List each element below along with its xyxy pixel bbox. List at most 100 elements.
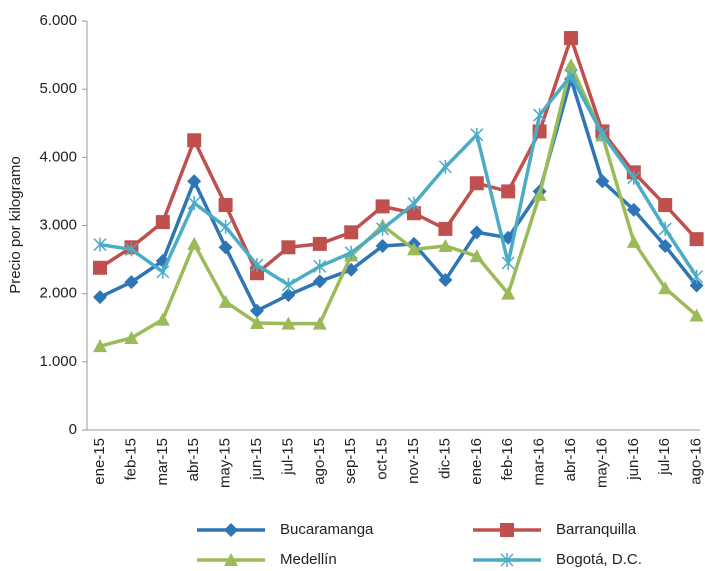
marker bbox=[689, 232, 704, 247]
marker bbox=[344, 245, 358, 260]
y-tick-label: 2.000 bbox=[39, 285, 77, 302]
marker bbox=[626, 202, 641, 217]
marker bbox=[250, 315, 264, 329]
marker bbox=[187, 174, 202, 189]
marker bbox=[438, 273, 453, 288]
marker bbox=[532, 187, 547, 201]
marker bbox=[218, 294, 233, 308]
x-tick-label: mar-15 bbox=[154, 438, 171, 486]
marker bbox=[564, 31, 578, 46]
marker bbox=[312, 236, 327, 251]
marker bbox=[658, 198, 673, 213]
y-axis-label: Precio por kilogramo bbox=[7, 156, 24, 294]
marker bbox=[626, 234, 641, 248]
y-tick-label: 5.000 bbox=[39, 80, 77, 97]
x-tick-label: may-16 bbox=[593, 438, 610, 488]
marker bbox=[312, 316, 327, 330]
marker bbox=[250, 303, 264, 318]
marker bbox=[93, 237, 107, 252]
marker bbox=[595, 127, 609, 142]
marker bbox=[533, 108, 547, 123]
marker bbox=[500, 553, 514, 567]
x-tick-label: dic-15 bbox=[436, 438, 453, 479]
marker bbox=[344, 225, 359, 240]
y-tick-label: 6.000 bbox=[39, 12, 77, 29]
marker bbox=[595, 174, 610, 189]
y-tick-label: 3.000 bbox=[39, 216, 77, 233]
marker bbox=[501, 286, 516, 300]
marker bbox=[224, 523, 238, 537]
legend-label: Bogotá, D.C. bbox=[556, 551, 642, 568]
series-line bbox=[99, 32, 698, 277]
x-tick-label: mar-16 bbox=[531, 438, 548, 486]
x-tick-label: feb-16 bbox=[499, 438, 516, 481]
marker bbox=[375, 199, 390, 214]
marker bbox=[93, 260, 107, 275]
marker bbox=[281, 288, 296, 303]
marker bbox=[469, 249, 484, 263]
marker bbox=[281, 316, 296, 330]
x-tick-label: ago-15 bbox=[311, 438, 328, 485]
marker bbox=[501, 255, 515, 270]
marker bbox=[155, 312, 170, 326]
x-tick-label: jul-16 bbox=[656, 438, 673, 476]
series-line bbox=[99, 59, 698, 348]
y-tick-label: 0 bbox=[69, 421, 77, 438]
x-tick-label: ago-16 bbox=[688, 438, 705, 485]
marker bbox=[500, 523, 514, 537]
x-tick-label: abr-15 bbox=[185, 438, 202, 481]
marker bbox=[438, 221, 453, 236]
marker bbox=[313, 259, 327, 274]
x-tick-label: ene-16 bbox=[468, 438, 485, 485]
marker bbox=[469, 176, 484, 191]
marker bbox=[124, 275, 139, 290]
marker bbox=[689, 308, 704, 322]
marker bbox=[438, 159, 452, 174]
marker bbox=[501, 184, 516, 199]
x-tick-label: oct-15 bbox=[374, 438, 391, 480]
x-tick-label: nov-15 bbox=[405, 438, 422, 484]
series-line bbox=[99, 72, 698, 314]
marker bbox=[93, 290, 107, 305]
marker bbox=[155, 215, 170, 230]
marker bbox=[376, 221, 390, 236]
x-tick-label: may-15 bbox=[217, 438, 234, 488]
marker bbox=[93, 339, 107, 353]
marker bbox=[658, 281, 673, 295]
marker bbox=[187, 133, 202, 148]
legend-label: Bucaramanga bbox=[280, 521, 374, 538]
marker bbox=[312, 274, 327, 289]
marker bbox=[689, 278, 704, 293]
marker bbox=[658, 238, 673, 253]
marker bbox=[219, 219, 233, 234]
x-tick-label: sep-15 bbox=[342, 438, 359, 484]
x-tick-label: jun-15 bbox=[248, 438, 265, 481]
marker bbox=[156, 264, 170, 279]
marker bbox=[250, 258, 264, 273]
marker bbox=[407, 196, 421, 211]
marker bbox=[375, 238, 390, 253]
marker bbox=[564, 58, 578, 72]
marker bbox=[469, 225, 484, 240]
marker bbox=[250, 266, 264, 281]
marker bbox=[281, 240, 296, 255]
marker bbox=[690, 269, 704, 284]
x-tick-label: jun-16 bbox=[625, 438, 642, 481]
marker bbox=[627, 170, 641, 185]
marker bbox=[438, 238, 453, 252]
marker bbox=[407, 242, 421, 256]
marker bbox=[281, 277, 295, 292]
x-tick-label: feb-15 bbox=[122, 438, 139, 481]
series-line bbox=[99, 72, 699, 287]
y-tick-label: 4.000 bbox=[39, 148, 77, 165]
marker bbox=[187, 236, 202, 250]
legend-label: Medellín bbox=[280, 551, 337, 568]
marker bbox=[224, 553, 238, 566]
marker bbox=[187, 196, 201, 211]
marker bbox=[407, 206, 421, 221]
marker bbox=[470, 127, 484, 142]
marker bbox=[124, 330, 139, 344]
marker bbox=[658, 221, 672, 236]
marker bbox=[564, 68, 578, 83]
